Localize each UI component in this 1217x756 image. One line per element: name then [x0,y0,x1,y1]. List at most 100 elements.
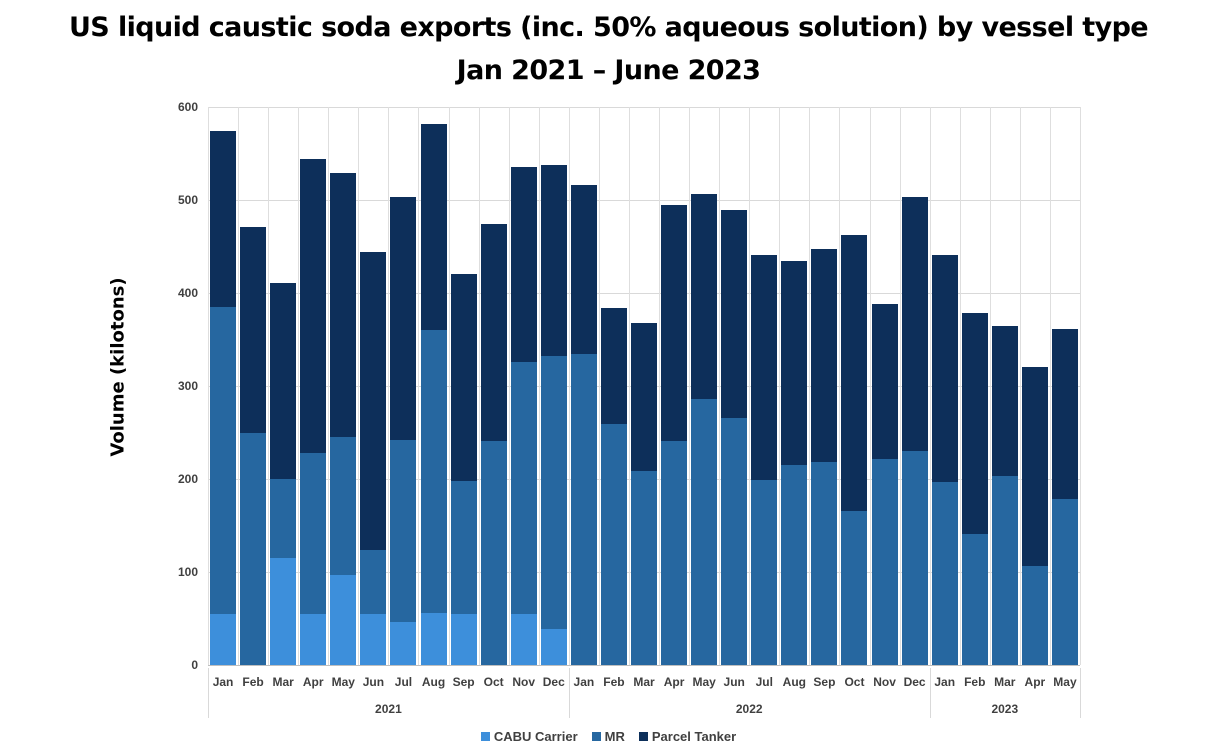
y-tick-label: 0 [191,658,198,672]
bar-segment-parcel-tanker [1021,367,1048,566]
stacked-bar [691,194,718,665]
bar-segment-parcel-tanker [721,210,748,418]
bar-segment-parcel-tanker [871,304,898,459]
bar-segment-mr [210,306,237,614]
stacked-bar [631,322,657,665]
y-tick-label: 200 [177,472,198,486]
stacked-bar [270,282,297,665]
x-tick-label: Sep [452,675,475,689]
legend-label: CABU Carrier [493,729,578,744]
gridline-vertical [959,107,961,665]
stacked-bar [600,307,627,665]
legend: CABU Carrier MR Parcel Tanker [0,729,1217,744]
y-tick-label: 300 [177,379,198,393]
legend-item: MR [591,729,625,744]
x-tick-label: Jul [755,675,773,689]
x-tick-label: Jun [362,675,385,689]
x-tick-label: May [692,675,716,689]
x-tick-label: Feb [603,675,625,689]
year-group-label: 2023 [991,702,1019,716]
bar-segment-mr [330,437,357,575]
stacked-bar [210,131,237,665]
bar-segment-mr [991,476,1018,665]
y-tick-label: 400 [177,286,198,300]
bar-segment-cabu-carrier [330,574,357,665]
bar-segment-mr [450,480,477,614]
x-tick-label: Feb [964,675,986,689]
bar-segment-parcel-tanker [901,197,928,452]
year-divider [929,668,931,718]
stacked-bar [721,210,748,665]
bar-segment-parcel-tanker [540,164,567,357]
bar-segment-parcel-tanker [600,307,627,425]
x-tick-label: Mar [994,675,1016,689]
chart-title-line1: US liquid caustic soda exports (inc. 50%… [68,12,1149,43]
stacked-bar [510,167,537,665]
gridline-vertical [1080,107,1081,665]
bar-segment-parcel-tanker [210,131,237,307]
year-group-label: 2021 [375,702,402,716]
stacked-bar [1021,367,1048,665]
bar-segment-parcel-tanker [480,224,507,441]
gridline-vertical [568,107,570,665]
x-tick-label: Jan [573,675,595,689]
bar-segment-mr [811,462,838,665]
gridline-vertical [598,107,600,665]
x-tick-label: Apr [663,675,685,689]
gridline-vertical [1019,107,1021,665]
gridline-vertical [659,107,661,665]
gridline-vertical [628,107,630,665]
stacked-bar [390,197,417,665]
gridline-vertical [328,107,330,665]
stacked-bar [901,197,928,665]
bar-segment-mr [480,440,507,665]
bar-segment-parcel-tanker [781,261,808,466]
x-tick-label: Jan [212,675,234,689]
x-tick-label: Dec [542,675,565,689]
gridline-vertical [749,107,751,665]
x-tick-label: Oct [844,675,865,689]
stacked-bar [450,274,477,665]
bar-segment-cabu-carrier [360,613,387,665]
y-axis-label: Volume (kilotons) [107,277,129,457]
bar-segment-parcel-tanker [631,322,657,471]
bar-segment-mr [570,354,597,665]
bar-segment-parcel-tanker [270,282,297,480]
x-tick-label: May [1053,675,1077,689]
stacked-bar [300,159,327,665]
legend-swatch-icon [480,732,490,741]
bar-segment-parcel-tanker [300,159,327,453]
year-divider [208,668,209,718]
bar-segment-parcel-tanker [390,197,417,440]
y-tick-label: 500 [177,193,198,207]
bar-segment-mr [751,479,778,665]
legend-item: Parcel Tanker [638,729,736,744]
bar-segment-parcel-tanker [450,274,477,481]
bar-segment-mr [841,510,868,665]
bar-segment-mr [390,439,417,623]
gridline-vertical [388,107,390,665]
chart-title-line2: Jan 2021 – June 2023 [456,55,761,86]
year-group-label: 2022 [735,702,763,716]
gridline-vertical [1049,107,1051,665]
stacked-bar [330,173,357,665]
x-tick-label: Nov [512,675,536,689]
x-axis-line [208,665,1080,666]
bar-segment-parcel-tanker [420,123,447,331]
plot-area [208,107,1081,666]
stacked-bar [480,224,507,665]
bar-segment-parcel-tanker [961,313,988,534]
gridline-vertical [899,107,901,665]
bar-segment-parcel-tanker [510,167,537,362]
x-tick-label: Jul [394,675,413,689]
gridline-vertical [508,107,510,665]
gridline-vertical [298,107,300,665]
bar-segment-parcel-tanker [1051,329,1078,499]
x-tick-label: Apr [302,675,324,689]
bar-segment-mr [871,458,898,665]
gridline-vertical [238,107,240,665]
gridline-vertical [689,107,691,665]
bar-segment-mr [691,399,718,665]
bar-segment-parcel-tanker [570,185,597,355]
gridline-vertical [448,107,450,665]
